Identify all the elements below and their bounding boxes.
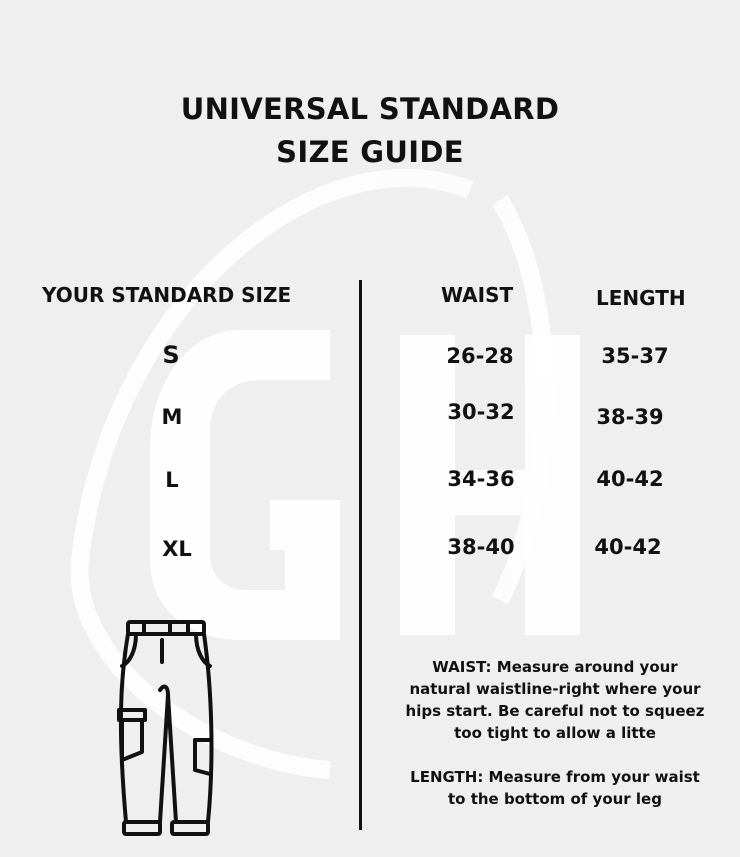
header-size: YOUR STANDARD SIZE (42, 283, 292, 307)
size-cell: L (165, 468, 179, 492)
page-title: UNIVERSAL STANDARD SIZE GUIDE (0, 88, 740, 174)
size-cell: XL (162, 537, 192, 561)
title-line-1: UNIVERSAL STANDARD (180, 92, 560, 126)
waist-cell: 38-40 (447, 535, 515, 559)
length-cell: 40-42 (594, 535, 662, 559)
header-waist: WAIST (441, 283, 514, 307)
length-cell: 40-42 (596, 467, 664, 491)
waist-note: WAIST: Measure around your natural waist… (405, 658, 705, 742)
length-cell: 35-37 (601, 344, 669, 368)
length-note: LENGTH: Measure from your waist to the b… (410, 768, 700, 808)
pants-icon (117, 620, 214, 836)
size-cell: M (161, 405, 183, 429)
size-cell: S (162, 341, 180, 369)
waist-cell: 30-32 (447, 400, 515, 424)
waist-cell: 26-28 (446, 344, 514, 368)
header-length: LENGTH (596, 286, 686, 310)
title-line-2: SIZE GUIDE (276, 135, 464, 169)
waist-cell: 34-36 (447, 467, 515, 491)
measurement-notes: WAIST: Measure around your natural waist… (405, 656, 705, 832)
length-cell: 38-39 (596, 405, 664, 429)
column-divider (359, 280, 362, 830)
